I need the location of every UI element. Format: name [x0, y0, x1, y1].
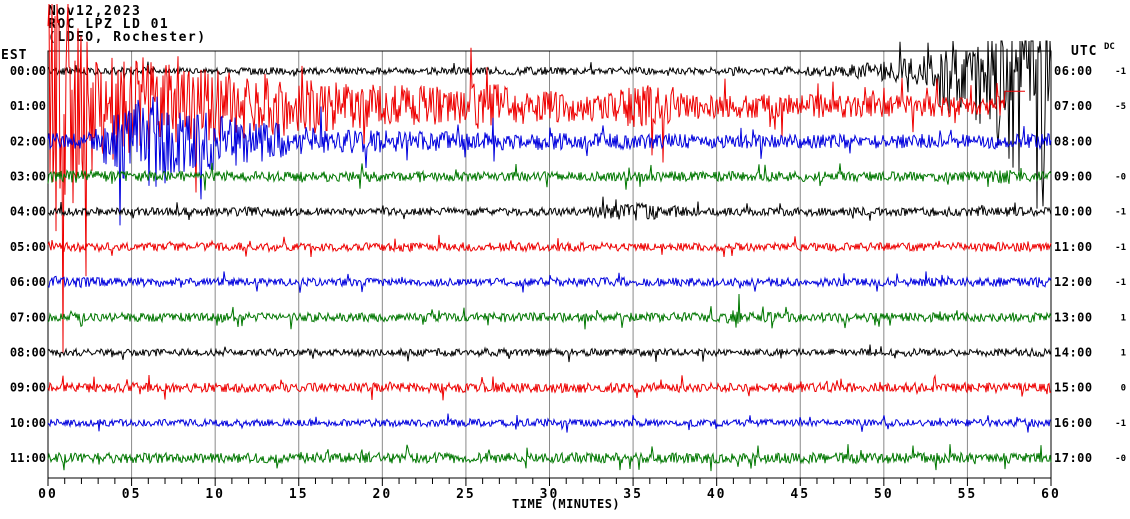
utc-label-09:00: 09:00 [1054, 170, 1093, 184]
trace-06:00 [47, 271, 1052, 293]
x-tick-label-20: 20 [373, 487, 393, 502]
trace-08:00 [47, 344, 1052, 363]
x-tick-label-30: 30 [540, 487, 560, 502]
utc-label-14:00: 14:00 [1054, 345, 1093, 359]
est-label-09:00: 09:00 [10, 381, 46, 395]
dc-value-0: -1 [1115, 67, 1126, 77]
utc-label-06:00: 06:00 [1054, 64, 1093, 78]
trace-05:00 [47, 234, 1052, 257]
utc-label-10:00: 10:00 [1054, 205, 1093, 219]
dc-value-9: 0 [1121, 384, 1126, 394]
x-tick-label-50: 50 [874, 487, 894, 502]
utc-label-16:00: 16:00 [1054, 416, 1093, 430]
trace-00:00 [47, 40, 1052, 209]
trace-03:00 [47, 162, 1052, 191]
dc-value-7: 1 [1121, 313, 1126, 323]
x-tick-label-40: 40 [707, 487, 727, 502]
dc-value-6: -1 [1115, 278, 1126, 288]
dc-value-11: -0 [1115, 454, 1126, 464]
x-tick-label-10: 10 [205, 487, 225, 502]
x-tick-label-15: 15 [289, 487, 309, 502]
dc-column-header: DC [1104, 42, 1115, 52]
utc-label-15:00: 15:00 [1054, 381, 1093, 395]
dc-value-5: -1 [1115, 243, 1126, 253]
x-tick-label-55: 55 [958, 487, 978, 502]
est-label-10:00: 10:00 [10, 416, 46, 430]
est-label-07:00: 07:00 [10, 310, 46, 324]
trace-01:00 [47, 3, 1025, 354]
x-tick-label-45: 45 [790, 487, 810, 502]
trace-02:00 [47, 96, 1052, 226]
est-label-01:00: 01:00 [10, 99, 46, 113]
utc-label-12:00: 12:00 [1054, 275, 1093, 289]
trace-10:00 [47, 413, 1052, 433]
est-label-00:00: 00:00 [10, 64, 46, 78]
x-axis-label: TIME (MINUTES) [512, 497, 621, 511]
right-timezone-header: UTC [1071, 44, 1098, 59]
left-timezone-header: EST [1, 48, 28, 63]
dc-value-1: -5 [1115, 102, 1126, 112]
title-date: Nov12,2023 [48, 4, 142, 19]
trace-09:00 [47, 373, 1052, 401]
dc-value-8: 1 [1121, 348, 1126, 358]
trace-04:00 [47, 196, 1052, 221]
trace-07:00 [47, 293, 1052, 330]
utc-label-08:00: 08:00 [1054, 134, 1093, 148]
title-network: (LDEO, Rochester) [48, 30, 207, 45]
dc-value-4: -1 [1115, 208, 1126, 218]
scale-footer: µEach Vertical Division = 50.00 microvol… [6, 500, 307, 519]
utc-label-13:00: 13:00 [1054, 310, 1093, 324]
x-tick-label-5: 05 [122, 487, 142, 502]
x-tick-label-25: 25 [456, 487, 476, 502]
utc-label-17:00: 17:00 [1054, 451, 1093, 465]
utc-label-07:00: 07:00 [1054, 99, 1093, 113]
x-tick-label-35: 35 [623, 487, 643, 502]
est-label-08:00: 08:00 [10, 345, 46, 359]
utc-label-11:00: 11:00 [1054, 240, 1093, 254]
x-tick-label-0: 00 [38, 487, 58, 502]
est-label-04:00: 04:00 [10, 205, 46, 219]
trace-11:00 [47, 444, 1052, 472]
est-label-11:00: 11:00 [10, 451, 46, 465]
dc-value-10: -1 [1115, 419, 1126, 429]
x-tick-label-60: 60 [1041, 487, 1061, 502]
est-label-06:00: 06:00 [10, 275, 46, 289]
dc-value-3: -0 [1115, 173, 1126, 183]
est-label-03:00: 03:00 [10, 170, 46, 184]
est-label-02:00: 02:00 [10, 134, 46, 148]
est-label-05:00: 05:00 [10, 240, 46, 254]
